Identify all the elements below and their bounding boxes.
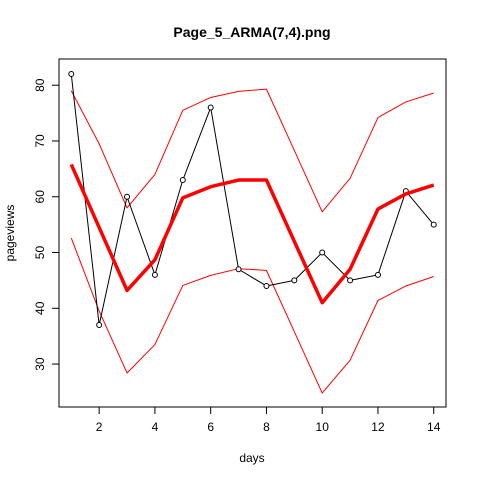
y-tick-label: 40 — [33, 301, 47, 315]
data-point — [347, 277, 354, 284]
data-point — [124, 193, 131, 200]
x-tick-label: 12 — [371, 420, 385, 434]
data-point — [68, 71, 75, 78]
chart-title: Page_5_ARMA(7,4).png — [173, 24, 330, 40]
data-point — [207, 104, 214, 111]
data-point — [374, 271, 381, 278]
data-point — [263, 282, 270, 289]
y-tick-label: 30 — [33, 357, 47, 371]
x-axis-label: days — [239, 451, 264, 465]
data-point — [430, 221, 437, 228]
y-axis: 30 40 50 60 70 80 — [33, 78, 60, 371]
x-tick-label: 4 — [152, 420, 159, 434]
data-point — [151, 271, 158, 278]
x-tick-label: 2 — [96, 420, 103, 434]
data-point — [319, 249, 326, 256]
data-point — [96, 322, 103, 329]
series-line-lower-band — [70, 237, 434, 394]
data-point — [179, 177, 186, 184]
y-tick-label: 60 — [33, 190, 47, 204]
x-axis: 2 4 6 8 10 12 14 — [96, 406, 441, 434]
series-line-observed — [70, 74, 435, 326]
series-layer — [68, 71, 437, 394]
x-tick-label: 10 — [316, 420, 330, 434]
data-point — [235, 266, 242, 273]
series-line-fitted — [69, 163, 435, 305]
x-tick-label: 6 — [207, 420, 214, 434]
data-point — [291, 277, 298, 284]
y-tick-label: 50 — [33, 246, 47, 260]
x-tick-label: 8 — [263, 420, 270, 434]
y-tick-label: 70 — [33, 134, 47, 148]
y-axis-label: pageviews — [3, 205, 17, 262]
series-line-upper-band — [70, 88, 434, 213]
x-tick-label: 14 — [427, 420, 441, 434]
plot-frame — [58, 58, 447, 408]
y-tick-label: 80 — [33, 78, 47, 92]
